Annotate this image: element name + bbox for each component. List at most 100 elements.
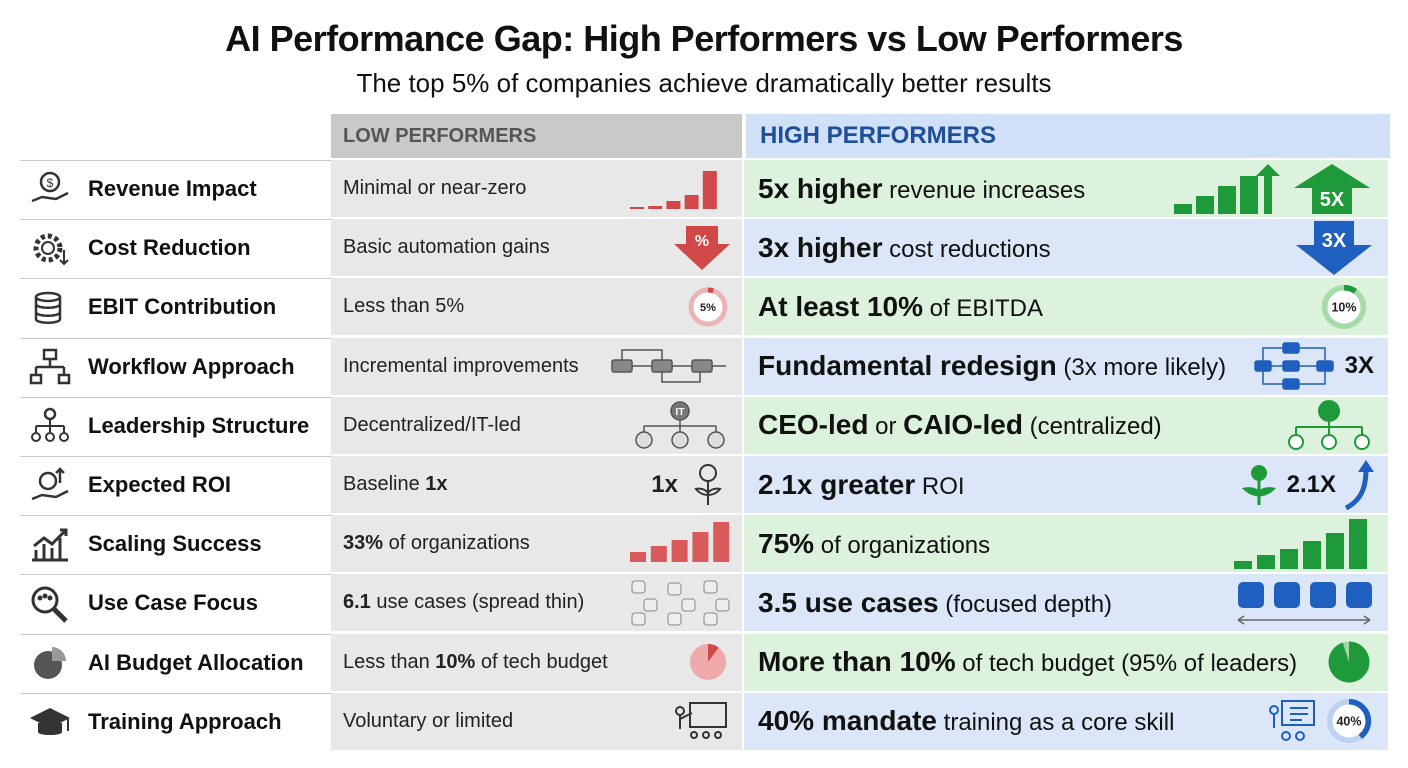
text-segment: mandate xyxy=(814,705,937,737)
donut-fill xyxy=(688,287,728,327)
graduation-cap-icon xyxy=(30,707,70,735)
bar xyxy=(1234,560,1252,569)
bar xyxy=(1349,518,1367,569)
text-segment: use cases xyxy=(796,586,939,618)
bar xyxy=(1280,548,1298,569)
text-segment: (centralized) xyxy=(1022,413,1162,441)
bar xyxy=(630,206,644,209)
low-performer-cell: 33% of organizations xyxy=(331,515,742,573)
low-performer-cell: Decentralized/IT-led IT xyxy=(331,396,742,454)
row-workflow-approach: Workflow Approach Incremental improvemen… xyxy=(20,337,1388,395)
text-segment: Basic automation gains xyxy=(343,236,550,259)
text-segment: CAIO-led xyxy=(903,409,1023,441)
plant-coin-icon: 1x xyxy=(651,463,730,507)
row-label-text: Revenue Impact xyxy=(88,176,257,201)
it-org-icon: IT xyxy=(630,401,730,450)
svg-text:IT: IT xyxy=(676,407,685,418)
roi-badge: 1x xyxy=(651,470,678,498)
high-text: 3.5 use cases (focused depth) xyxy=(758,587,1112,619)
row-label-text: AI Budget Allocation xyxy=(88,649,304,675)
bar xyxy=(702,170,717,209)
green-pie-icon xyxy=(1324,637,1374,687)
donut-fill xyxy=(1321,284,1367,330)
red-bars-icon xyxy=(630,521,730,566)
svg-text:3X: 3X xyxy=(1322,230,1347,252)
bar xyxy=(671,539,688,562)
pie-slice xyxy=(708,644,719,663)
text-segment: or xyxy=(868,413,904,441)
row-label: Leadership Structure xyxy=(20,396,331,454)
red-pie-icon xyxy=(686,640,730,684)
text-segment: use cases (spread thin) xyxy=(370,591,585,614)
bar xyxy=(684,194,699,209)
text-segment: Less than xyxy=(343,650,436,673)
high-performers-header: HIGH PERFORMERS xyxy=(746,114,1390,158)
text-segment: of tech budget xyxy=(475,650,608,673)
high-text: 3x higher cost reductions xyxy=(758,232,1051,264)
text-segment: 6.1 xyxy=(343,591,371,614)
ceo-org-icon xyxy=(1284,399,1374,451)
high-performer-cell: At least 10% of EBITDA 10% xyxy=(744,278,1388,336)
donut-10-icon: 10% xyxy=(1314,282,1374,332)
text-segment: Baseline xyxy=(343,473,426,495)
high-performer-cell: 5x higher revenue increases 5X xyxy=(744,160,1388,217)
svg-text:10%: 10% xyxy=(1331,300,1356,314)
text-segment: greater xyxy=(812,468,916,500)
svg-text:40%: 40% xyxy=(1336,715,1361,729)
svg-text:%: % xyxy=(695,233,709,250)
low-performer-cell: Basic automation gains% xyxy=(331,219,742,277)
presenter-icon xyxy=(670,699,730,743)
org-chart-icon xyxy=(31,407,69,442)
bar xyxy=(648,205,663,209)
row-leadership-structure: Leadership Structure Decentralized/IT-le… xyxy=(20,396,1388,454)
low-performer-cell: Baseline 1x 1x xyxy=(331,456,742,513)
row-label-text: Scaling Success xyxy=(88,531,262,557)
row-label-text: Expected ROI xyxy=(88,472,232,497)
bar xyxy=(666,200,681,209)
text-segment: Voluntary or limited xyxy=(343,709,514,732)
text-segment: Minimal or near-zero xyxy=(343,177,527,199)
bar xyxy=(630,551,646,562)
low-text: Less than 10% of tech budget xyxy=(343,651,608,674)
row-cost-reduction: Cost Reduction Basic automation gains% 3… xyxy=(20,219,1388,277)
text-segment: cost reductions xyxy=(882,235,1051,263)
text-segment: 40% xyxy=(758,705,815,737)
high-text: 40% mandate training as a core skill xyxy=(758,705,1174,737)
text-segment: 10% xyxy=(899,646,956,678)
row-label: Workflow Approach xyxy=(20,337,331,395)
text-segment: 5x higher xyxy=(758,172,883,204)
gear-dollar-icon xyxy=(33,233,69,266)
row-revenue-impact: $ Revenue Impact Minimal or near-zero 5x … xyxy=(20,160,1388,217)
row-scaling-success: Scaling Success 33% of organizations 75%… xyxy=(20,515,1388,573)
high-performer-cell: CEO-led or CAIO-led (centralized) xyxy=(744,396,1388,454)
row-ebit-contribution: EBIT Contribution Less than 5% 5% At leas… xyxy=(20,278,1388,336)
text-segment: Less than 5% xyxy=(343,295,465,318)
low-performer-cell: Less than 5% 5% xyxy=(331,278,742,336)
low-text: Minimal or near-zero xyxy=(343,177,526,200)
high-performer-cell: 75% of organizations xyxy=(744,515,1388,573)
donut-fill xyxy=(1326,699,1372,744)
blue-down-arrow-icon: 3X xyxy=(1294,220,1374,275)
row-use-case-focus: Use Case Focus 6.1 use cases (spread thi… xyxy=(20,574,1388,632)
row-label-text: Use Case Focus xyxy=(88,590,258,616)
low-performer-cell: Minimal or near-zero xyxy=(331,160,742,217)
high-text: More than 10% of tech budget (95% of lea… xyxy=(758,646,1297,678)
text-segment: At least xyxy=(758,290,867,322)
text-segment: Incremental improvements xyxy=(343,354,579,377)
growth-chart-icon xyxy=(32,528,68,562)
row-label: Cost Reduction xyxy=(20,219,331,277)
high-text: At least 10% of EBITDA xyxy=(758,291,1043,323)
low-text: Incremental improvements xyxy=(343,355,579,378)
coin-stack-icon xyxy=(34,292,62,325)
row-label-text: EBIT Contribution xyxy=(88,294,277,320)
text-segment: Decentralized/IT-led xyxy=(343,413,521,436)
row-label: Expected ROI xyxy=(20,456,331,513)
high-performer-cell: 2.1x greater ROI 2.1X xyxy=(744,456,1388,513)
svg-text:$: $ xyxy=(47,176,54,190)
svg-text:5%: 5% xyxy=(700,302,716,314)
hand-coin-icon: $ xyxy=(31,171,69,203)
high-text: Fundamental redesign (3x more likely) xyxy=(758,350,1226,382)
low-performer-cell: 6.1 use cases (spread thin) xyxy=(331,574,742,632)
bar xyxy=(1326,532,1344,569)
high-text: 2.1x greater ROI xyxy=(758,469,965,501)
